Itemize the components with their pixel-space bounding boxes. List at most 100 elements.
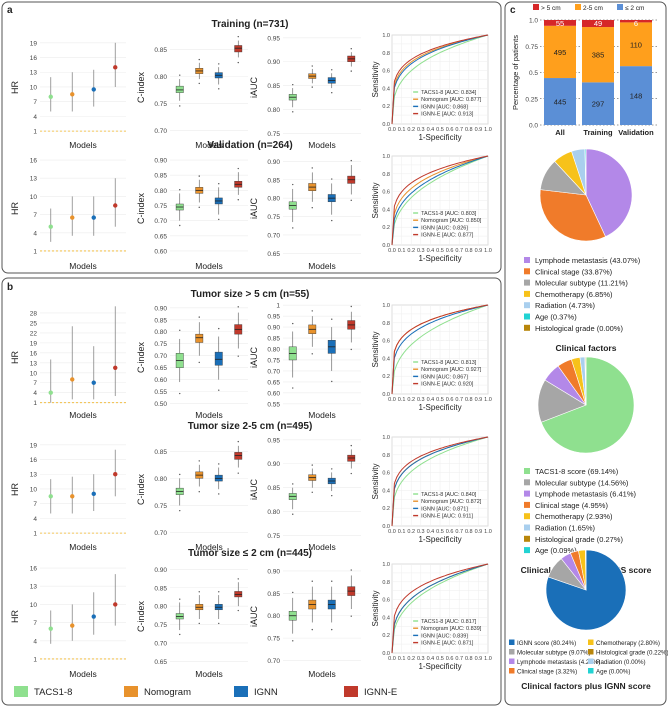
- x-tick-label: 0.0: [388, 656, 396, 662]
- roc-legend-label: IGNN [AUC: 0.868]: [421, 104, 468, 110]
- y-tick-label: 0.80: [267, 509, 280, 516]
- y-tick-label: 7: [33, 99, 37, 106]
- legend-swatch: [344, 686, 358, 697]
- x-tick-label: 0.2: [407, 529, 415, 535]
- stacked-bar-segment: [620, 66, 652, 125]
- pie-title: Clinical factors: [556, 343, 617, 353]
- roc-legend-label: TACS1-8 [AUC: 0.834]: [421, 90, 477, 96]
- roc-plot: 0.00.00.1 0.20.20.3 0.40.40.5 0.60.60.7 0.80…: [371, 435, 492, 544]
- x-tick-label: 0.3: [417, 397, 425, 403]
- y-tick-label: 16: [30, 350, 38, 357]
- box-outlier: [311, 207, 313, 209]
- y-tick-label: 0.4: [382, 615, 390, 621]
- y-tick-label: 0.2: [382, 506, 390, 512]
- roc-legend-label: TACS1-8 [AUC: 0.817]: [421, 619, 477, 625]
- x-tick-label: 0.9: [475, 248, 483, 254]
- group-title: Validation (n=264): [207, 140, 292, 151]
- y-tick-label: 0.8: [382, 453, 390, 459]
- y-tick-label: 19: [30, 40, 38, 47]
- y-tick-label: 0.60: [267, 390, 280, 397]
- pie-legend-swatch: [524, 302, 530, 309]
- pie-legend-label: Lymphode metastasis (6.41%): [535, 490, 637, 499]
- y-axis-label: HR: [10, 483, 20, 496]
- y-tick-label: 0.85: [267, 485, 280, 492]
- box-outlier: [237, 609, 239, 612]
- pie-legend-label: Lymphode metastasis (4.28%): [517, 659, 600, 666]
- box-outlier: [350, 472, 352, 475]
- y-tick-label: 10: [30, 602, 38, 609]
- x-tick-label: 0.6: [446, 397, 454, 403]
- legend-label: 2-5 cm: [583, 5, 603, 12]
- x-tick-label: 0.5: [436, 248, 444, 254]
- box-outlier: [311, 628, 313, 631]
- box-outlier: [179, 329, 181, 332]
- box-body: [214, 351, 223, 366]
- roc-plot: 0.00.00.1 0.20.20.3 0.40.40.5 0.60.60.7 0.80…: [371, 33, 492, 142]
- pie-slice: [585, 549, 587, 591]
- y-tick-label: 0.25: [525, 96, 538, 103]
- y-axis-label: C-index: [136, 71, 146, 103]
- y-tick-label: 0.80: [267, 107, 280, 114]
- roc-curve: [391, 304, 489, 395]
- y-tick-label: 0.75: [154, 203, 167, 210]
- pie-legend-swatch: [524, 490, 530, 497]
- roc-curve: [391, 34, 489, 125]
- roc-legend-label: Nomogram [AUC: 0.850]: [421, 218, 482, 224]
- pie-legend-swatch: [509, 668, 515, 674]
- y-tick-label: 0.70: [154, 530, 167, 537]
- x-axis-label: Models: [69, 669, 96, 679]
- pie-legend-label: Clinical stage (33.87%): [535, 267, 613, 276]
- y-axis-label: iAUC: [249, 479, 259, 501]
- pie-legend-label: Histological grade (0.27%): [535, 535, 623, 544]
- roc-curve: [391, 155, 489, 246]
- roc-curve: [391, 34, 489, 125]
- y-tick-label: 0.50: [154, 401, 167, 408]
- y-tick-label: 0.65: [267, 251, 280, 258]
- x-tick-label: 0.1: [398, 656, 406, 662]
- y-tick-label: 0.75: [154, 622, 167, 629]
- y-tick-label: 0.6: [382, 339, 390, 345]
- x-axis-label: Models: [195, 542, 222, 552]
- x-tick-label: 0.5: [436, 127, 444, 133]
- panel-label: a: [7, 5, 13, 16]
- x-tick-label: 0.6: [446, 127, 454, 133]
- hr-plot-area: [40, 154, 126, 257]
- y-tick-label: 13: [30, 472, 38, 479]
- box-outlier: [237, 440, 239, 443]
- y-axis-label: C-index: [136, 473, 146, 505]
- y-tick-label: 0.90: [154, 567, 167, 574]
- stacked-bar-segment: [544, 25, 576, 79]
- stacked-bar-segment: [582, 27, 614, 83]
- x-axis-label: Models: [308, 542, 335, 552]
- pie-legend-label: Clinical stage (3.32%): [517, 669, 577, 676]
- y-tick-label: 0.85: [267, 336, 280, 343]
- y-axis-label: iAUC: [249, 347, 259, 369]
- y-tick-label: 0.60: [154, 377, 167, 384]
- x-tick-label: 0.0: [388, 529, 396, 535]
- x-tick-label: 0.4: [427, 127, 435, 133]
- pie-legend-label: Age (0.37%): [535, 313, 577, 322]
- y-tick-label: 1: [33, 129, 37, 136]
- box-outlier: [218, 463, 220, 465]
- roc-legend-label: IGNN [AUC: 0.839]: [421, 633, 468, 639]
- x-tick-label: 0.9: [475, 529, 483, 535]
- y-tick-label: 0.80: [154, 74, 167, 81]
- box-outlier: [311, 86, 313, 88]
- y-tick-label: 13: [30, 584, 38, 591]
- stacked-bar-segment: [544, 20, 576, 26]
- pie-legend-swatch: [588, 639, 594, 645]
- hr-point: [48, 494, 53, 499]
- roc-curve: [391, 304, 489, 395]
- pie-legend-swatch: [524, 324, 530, 331]
- roc-legend-label: TACS1-8 [AUC: 0.840]: [421, 492, 477, 498]
- box-outlier: [218, 327, 220, 330]
- box-outlier: [311, 167, 313, 169]
- legend-swatch: [14, 686, 28, 697]
- pie-legend-label: Age (0.00%): [596, 669, 630, 676]
- x-tick-label: 1.0: [484, 397, 492, 403]
- box-outlier: [331, 468, 333, 470]
- pie-slice: [539, 189, 606, 242]
- y-tick-label: 0.90: [154, 158, 167, 165]
- y-tick-label: 0.70: [154, 128, 167, 135]
- pie-legend-swatch: [509, 658, 515, 664]
